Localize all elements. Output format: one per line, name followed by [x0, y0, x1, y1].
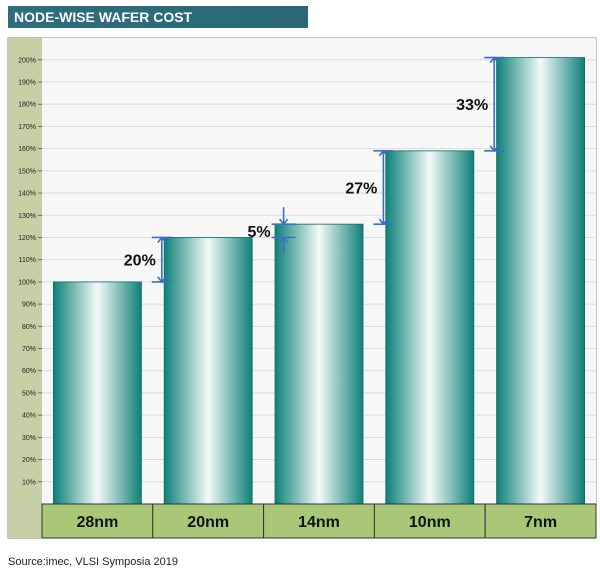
annotation-arrowhead [278, 236, 289, 243]
title-banner: NODE-WISE WAFER COST [8, 6, 308, 28]
bar-28nm [53, 281, 142, 505]
chart-title: NODE-WISE WAFER COST [14, 9, 193, 25]
y-tick-label: 60% [22, 368, 36, 375]
y-tick-label: 130% [18, 213, 36, 220]
growth-annotation: 5% [247, 207, 296, 255]
annotation-label: 20% [124, 253, 156, 270]
growth-annotation: 20% [124, 236, 172, 284]
bars [53, 57, 586, 505]
y-tick-label: 20% [22, 457, 36, 464]
category-label: 10nm [409, 514, 451, 531]
bar-14nm [274, 223, 364, 505]
y-tick-label: 170% [18, 124, 36, 131]
annotation-arrowhead [489, 56, 499, 64]
category-label: 14nm [298, 514, 340, 531]
annotation-arrowhead [378, 218, 389, 226]
annotation-arrowhead [157, 276, 167, 284]
y-tick-label: 160% [18, 146, 36, 153]
y-tick-label: 100% [18, 279, 36, 286]
y-axis-panel [8, 38, 42, 504]
annotation-label: 5% [247, 224, 270, 241]
y-tick-label: 30% [22, 435, 36, 442]
y-tick-label: 40% [22, 413, 36, 420]
category-label: 28nm [77, 514, 119, 531]
y-tick-label: 10% [22, 479, 36, 486]
y-tick-label: 150% [18, 168, 36, 175]
y-axis-ticks: 10% 20% 30% 40% 50% 60% 70% 80% 90% 100% 110% 120% 1… [18, 57, 36, 486]
growth-annotation: 33% [456, 56, 505, 153]
bar-10nm [385, 150, 475, 505]
category-cell [373, 503, 486, 539]
growth-annotation: 27% [345, 149, 394, 226]
y-tick-label: 110% [19, 257, 36, 264]
category-cell [41, 503, 154, 539]
annotation-arrowhead [278, 218, 289, 226]
title-background [8, 6, 308, 28]
category-label: 7nm [524, 514, 557, 531]
axis-corner [8, 504, 42, 538]
y-tick-label: 90% [22, 302, 36, 309]
y-tick-label: 180% [18, 102, 36, 109]
category-band: 28nm 20nm 14nm 10nm 7nm [41, 503, 597, 539]
source-note: Source:imec, VLSI Symposia 2019 [8, 556, 178, 568]
annotation-arrowhead [378, 149, 389, 157]
bar-7nm [496, 57, 586, 505]
annotation-label: 33% [456, 97, 488, 114]
y-tick-label: 120% [18, 235, 36, 242]
category-cell [484, 503, 597, 539]
y-tick-label: 80% [22, 324, 36, 331]
growth-annotations: 20% 5% 27% 33% [124, 56, 505, 284]
category-label: 20nm [187, 514, 229, 531]
bar-20nm [163, 237, 253, 505]
category-cell [152, 503, 265, 539]
annotation-arrowhead [489, 145, 499, 153]
y-tick-label: 200% [18, 57, 36, 64]
y-tick-label: 190% [18, 80, 36, 87]
y-tick-label: 140% [18, 191, 36, 198]
y-tick-label: 50% [22, 390, 36, 397]
annotation-label: 27% [345, 181, 377, 198]
annotation-arrowhead [157, 236, 167, 243]
y-tick-label: 70% [22, 346, 36, 353]
